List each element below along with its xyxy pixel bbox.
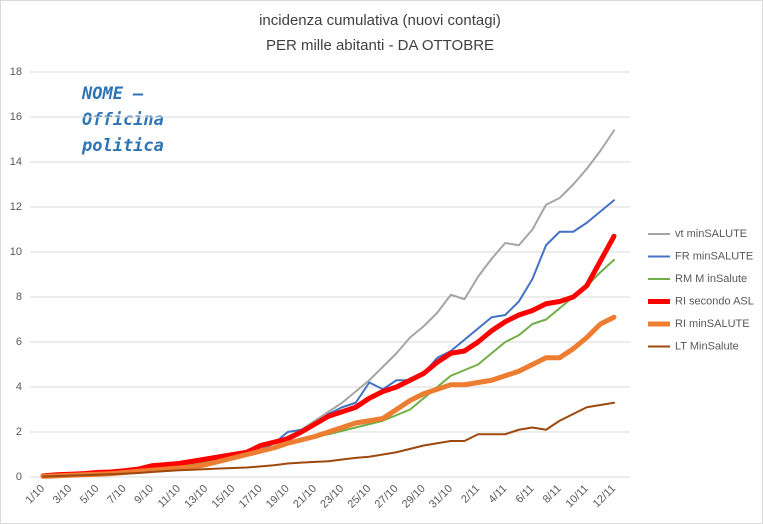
chart-title: PER mille abitanti - DA OTTOBRE [266,37,494,54]
y-tick-label: 16 [10,111,22,123]
series-line [42,401,615,478]
y-tick-label: 6 [16,336,22,348]
annotation: NOME – [81,84,144,104]
legend-label: LT MinSalute [675,340,739,352]
legend-label: RI secondo ASL [675,295,754,307]
annotation: Officina [82,110,164,130]
y-tick-label: 2 [16,426,22,438]
y-tick-label: 0 [16,471,22,483]
legend-label: FR minSALUTE [675,250,753,262]
legend-label: RM M inSalute [675,273,747,285]
legend-label: RI minSALUTE [675,318,750,330]
y-tick-label: 8 [16,291,22,303]
y-tick-label: 4 [16,381,22,393]
annotation-box [72,78,164,164]
y-tick-label: 18 [10,66,22,78]
chart-title: incidenza cumulativa (nuovi contagi) [259,12,501,29]
y-tick-label: 12 [10,201,22,213]
y-tick-label: 14 [10,156,22,168]
series-line [40,314,617,479]
annotation: politica [81,136,164,156]
y-tick-label: 10 [10,246,22,258]
legend-label: vt minSALUTE [675,228,747,240]
